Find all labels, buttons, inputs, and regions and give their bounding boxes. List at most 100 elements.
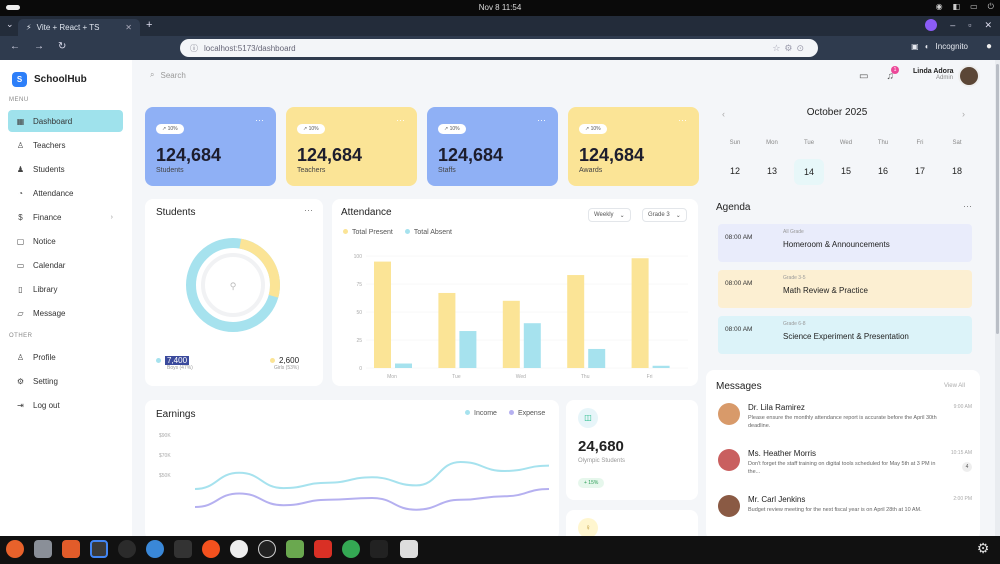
sidebar-item-dashboard[interactable]: ▦ Dashboard — [8, 110, 123, 132]
calendar-day[interactable]: 14 — [794, 159, 824, 185]
agenda-item[interactable]: 08:00 AM Grade 6-8 Science Experiment & Pr… — [718, 316, 972, 354]
terminal-icon[interactable] — [174, 540, 192, 558]
slack-icon[interactable] — [118, 540, 136, 558]
bar-total-present[interactable] — [631, 258, 649, 368]
back-icon[interactable]: ← — [10, 41, 20, 52]
stat-card-teachers[interactable]: ↗ 10% ··· 124,684 Teachers — [286, 107, 417, 186]
bar-total-present[interactable] — [567, 275, 585, 368]
anydesk-icon[interactable] — [314, 540, 332, 558]
address-actions-icon[interactable]: ☆⚙⊙ — [772, 42, 808, 53]
calendar-day[interactable]: 18 — [951, 166, 962, 176]
maximize-icon[interactable]: ▫ — [968, 20, 972, 30]
browser-tab[interactable]: ⚡ Vite + React + TS ✕ — [18, 19, 140, 36]
stat-card-awards[interactable]: ↗ 10% ··· 124,684 Awards — [568, 107, 699, 186]
address-bar[interactable]: ⓘ localhost:5173/dashboard ☆⚙⊙ — [180, 39, 818, 57]
firefox-icon[interactable] — [6, 540, 24, 558]
sidebar-item-message[interactable]: ▱ Message — [8, 302, 123, 324]
more-icon[interactable]: ··· — [304, 205, 313, 215]
calendar-day[interactable]: 16 — [877, 166, 888, 176]
stat-card-staffs[interactable]: ↗ 10% ··· 124,684 Staffs — [427, 107, 558, 186]
more-icon[interactable]: ··· — [537, 115, 546, 125]
sidebar-item-log-out[interactable]: ⇥ Log out — [8, 394, 123, 416]
new-tab-button[interactable]: + — [146, 19, 153, 31]
incognito-indicator[interactable]: ▣ ◐ Incognito — [911, 42, 968, 51]
calendar-day[interactable]: 15 — [840, 166, 851, 176]
chrome-icon[interactable] — [342, 540, 360, 558]
bar-total-absent[interactable] — [459, 331, 477, 368]
bell-icon[interactable]: ♫ 1 — [886, 66, 899, 82]
sidebar-item-finance[interactable]: $ Finance › — [8, 206, 123, 228]
show-apps-icon[interactable]: ⚙ — [976, 540, 990, 556]
more-icon[interactable]: ··· — [396, 115, 405, 125]
calendar-prev-icon[interactable]: ‹ — [722, 109, 725, 119]
agenda-item[interactable]: 08:00 AM All Grade Homeroom & Announcement… — [718, 224, 972, 262]
help-icon[interactable] — [146, 540, 164, 558]
sidebar-item-library[interactable]: ▯ Library — [8, 278, 123, 300]
forward-icon[interactable]: → — [34, 41, 44, 52]
tab-search-icon[interactable]: ⌄ — [6, 19, 14, 29]
bar-total-absent[interactable] — [652, 365, 670, 368]
search-bar[interactable]: ⌕ Search — [150, 70, 186, 80]
brand[interactable]: S SchoolHub — [12, 72, 87, 87]
files-icon[interactable] — [34, 540, 52, 558]
agenda-more-icon[interactable]: ··· — [963, 201, 972, 211]
search-input[interactable]: Search — [160, 70, 186, 80]
period-select[interactable]: Weekly ⌄ — [588, 208, 631, 222]
bar-total-absent[interactable] — [588, 348, 606, 368]
sidebar-item-notice[interactable]: ▢ Notice — [8, 230, 123, 252]
stat-card-students[interactable]: ↗ 10% ··· 124,684 Students — [145, 107, 276, 186]
grade-select[interactable]: Grade 3 ⌄ — [642, 208, 687, 222]
activities-button[interactable] — [6, 5, 20, 10]
view-all-link[interactable]: View All — [944, 383, 965, 389]
message-item[interactable]: Dr. Lila Ramirez Please ensure the monthl… — [718, 403, 972, 445]
close-tab-icon[interactable]: ✕ — [125, 23, 132, 32]
layers-icon[interactable] — [286, 540, 304, 558]
more-icon[interactable]: ··· — [255, 115, 264, 125]
calendar-day[interactable]: 13 — [766, 166, 777, 176]
bar-total-absent[interactable] — [395, 363, 412, 368]
minimize-icon[interactable]: – — [950, 20, 956, 30]
chrome-active-icon[interactable] — [90, 540, 108, 558]
avatar[interactable] — [958, 65, 980, 87]
bar-total-present[interactable] — [502, 300, 520, 368]
search-icon: ⌕ — [150, 70, 155, 79]
trash-icon[interactable] — [400, 540, 418, 558]
reload-icon[interactable]: ↻ — [58, 41, 67, 52]
browser-menu-icon[interactable]: ● — [985, 41, 992, 52]
scrollbar-thumb[interactable] — [996, 64, 999, 334]
sidebar-item-attendance[interactable]: ◔ Attendance — [8, 182, 123, 204]
sidebar-item-profile[interactable]: ♙ Profile — [8, 346, 123, 368]
sidebar-item-teachers[interactable]: ♙ Teachers — [8, 134, 123, 156]
volume-icon[interactable]: ◧ — [952, 2, 961, 11]
mongodb-icon[interactable] — [230, 540, 248, 558]
sidebar-item-students[interactable]: ♟ Students — [8, 158, 123, 180]
sidebar-item-setting[interactable]: ⚙ Setting — [8, 370, 123, 392]
network-icon[interactable]: ◉ — [935, 2, 943, 11]
site-info-icon[interactable]: ⓘ — [190, 43, 198, 53]
user-info[interactable]: Linda Adora Admin — [913, 68, 954, 81]
agenda-item[interactable]: 08:00 AM Grade 3-5 Math Review & Practice — [718, 270, 972, 308]
extensions-icon[interactable]: ▣ — [911, 42, 919, 51]
page-scrollbar[interactable] — [995, 60, 1000, 536]
system-tray[interactable]: ◉ ◧ ▭ ⏻ — [936, 2, 994, 12]
message-item[interactable]: Mr. Carl Jenkins Budget review meeting fo… — [718, 495, 972, 536]
system-clock[interactable]: Nov 8 11:54 — [478, 3, 522, 12]
bar-total-present[interactable] — [374, 261, 391, 368]
chat-icon[interactable]: ▭ — [859, 71, 869, 82]
calendar-next-icon[interactable]: › — [962, 109, 965, 119]
postman-icon[interactable] — [202, 540, 220, 558]
profile-icon[interactable] — [925, 19, 938, 31]
calendar-day[interactable]: 12 — [729, 166, 740, 176]
sidebar-item-calendar[interactable]: ▭ Calendar — [8, 254, 123, 276]
software-icon[interactable] — [62, 540, 80, 558]
close-window-icon[interactable]: ✕ — [984, 19, 992, 30]
app-icon[interactable] — [370, 540, 388, 558]
bar-total-absent[interactable] — [523, 323, 541, 368]
message-item[interactable]: Ms. Heather Morris Don't forget the staff… — [718, 449, 972, 491]
calendar-day[interactable]: 17 — [914, 166, 925, 176]
bar-total-present[interactable] — [438, 292, 456, 368]
clock-app-icon[interactable] — [258, 540, 276, 558]
more-icon[interactable]: ··· — [678, 115, 687, 125]
power-icon[interactable]: ⏻ — [987, 2, 994, 11]
battery-icon[interactable]: ▭ — [970, 2, 978, 11]
